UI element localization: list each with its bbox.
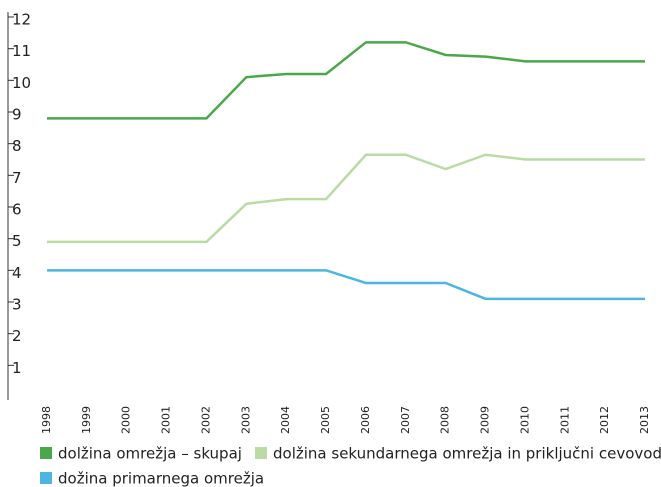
legend-swatch — [255, 447, 267, 459]
x-tick-label: 2012 — [598, 406, 611, 434]
x-tick-label: 2000 — [120, 406, 133, 434]
x-tick-label: 2011 — [558, 406, 571, 434]
legend-swatch — [40, 472, 52, 484]
y-tick-label: 7 — [12, 169, 22, 187]
y-tick-label: 6 — [12, 201, 22, 219]
x-tick-label: 2013 — [638, 406, 651, 434]
x-tick-label: 2008 — [439, 406, 452, 434]
legend-label: dolžina sekundarnega omrežja in priključ… — [273, 445, 661, 463]
y-tick-label: 5 — [12, 232, 22, 250]
x-tick-label: 2009 — [479, 406, 492, 434]
y-tick-label: 11 — [12, 42, 31, 60]
y-tick-label: 4 — [12, 264, 22, 282]
x-tick-label: 2006 — [359, 406, 372, 434]
x-tick-label: 2007 — [399, 406, 412, 434]
legend-label: dolžina omrežja – skupaj — [58, 445, 242, 463]
legend-swatch — [40, 447, 52, 459]
x-tick-label: 2005 — [319, 406, 332, 434]
y-tick-label: 10 — [12, 74, 31, 92]
series-line — [47, 41, 645, 120]
x-tick-label: 2004 — [279, 406, 292, 434]
x-tick-label: 1998 — [40, 406, 53, 434]
series-line — [47, 153, 645, 244]
y-tick-label: 3 — [12, 296, 22, 314]
series-line — [47, 269, 645, 301]
x-tick-label: 2002 — [199, 406, 212, 434]
y-tick-label: 9 — [12, 106, 22, 124]
legend-label: dožina primarnega omrežja — [58, 470, 264, 487]
y-tick-label: 2 — [12, 327, 22, 345]
x-tick-label: 2001 — [160, 406, 173, 434]
y-tick-label: 8 — [12, 137, 22, 155]
y-tick-label: 1 — [12, 359, 22, 377]
y-tick-label: 12 — [12, 11, 31, 29]
x-tick-label: 1999 — [80, 406, 93, 434]
x-tick-label: 2010 — [518, 406, 531, 434]
x-tick-label: 2003 — [239, 406, 252, 434]
